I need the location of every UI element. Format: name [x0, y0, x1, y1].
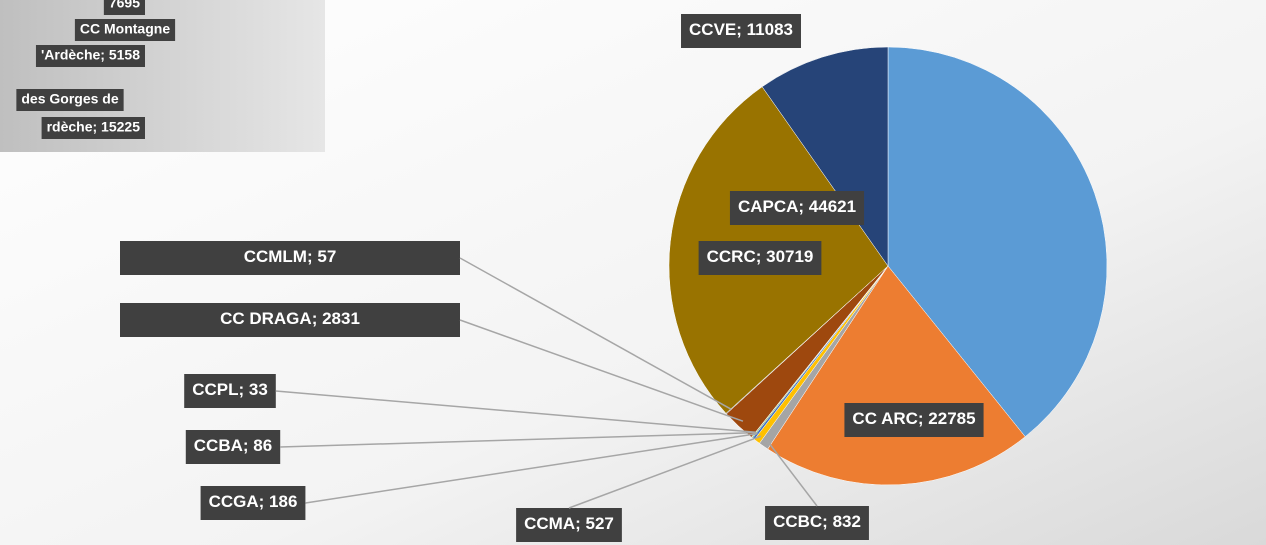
label-separator: ;: [736, 20, 746, 39]
label-value: 86: [253, 436, 272, 455]
label-name: CCMLM: [244, 247, 307, 266]
data-label-box: [120, 303, 460, 337]
data-label-text: CAPCA; 44621: [738, 197, 856, 216]
data-label: CAPCA; 44621: [729, 191, 865, 225]
data-label: CCRC; 30719: [698, 241, 822, 275]
data-label-box: [185, 430, 281, 464]
data-label-text: CCMLM; 57: [244, 247, 337, 266]
label-value: 186: [269, 492, 297, 511]
label-separator: ;: [756, 247, 766, 266]
inset-label: 'Ardèche; 5158: [41, 47, 140, 63]
data-label: CCMA; 527: [516, 508, 622, 542]
data-label: CCPL; 33: [184, 374, 276, 408]
data-label: CCMLM; 57: [120, 241, 460, 275]
data-label: CC ARC; 22785: [844, 403, 984, 437]
label-name: CC DRAGA: [220, 309, 312, 328]
inset-label-box: [74, 19, 176, 41]
label-value: 832: [833, 512, 861, 531]
data-label-box: [729, 191, 865, 225]
labels: CAPCA; 44621 CC ARC; 22785 CCBC; 832 CCMA; …: [120, 14, 984, 542]
data-label-text: CCPL; 33: [192, 380, 268, 399]
label-name: CCBC: [773, 512, 822, 531]
data-label-text: CCBA; 86: [194, 436, 272, 455]
label-value: 30719: [766, 247, 813, 266]
data-label-text: CC ARC; 22785: [852, 409, 975, 428]
label-value: 57: [317, 247, 336, 266]
label-value: 11083: [747, 20, 793, 39]
data-label-text: CCBC; 832: [773, 512, 861, 531]
inset-label-box: [41, 117, 145, 139]
pie-slice: [887, 46, 1108, 438]
label-name: CCGA: [209, 492, 259, 511]
data-label-box: [120, 241, 460, 275]
inset-label: 7695: [109, 0, 140, 11]
label-separator: ;: [243, 436, 253, 455]
inset-label-box: [103, 0, 145, 15]
data-label-box: [516, 508, 622, 542]
data-label-box: [184, 374, 276, 408]
data-label: CCGA; 186: [200, 486, 306, 520]
label-separator: ;: [238, 380, 248, 399]
label-name: CAPCA: [738, 197, 798, 216]
data-label: CC DRAGA; 2831: [120, 303, 460, 337]
leader-line: [568, 435, 762, 509]
label-separator: ;: [312, 309, 322, 328]
data-label-box: [698, 241, 822, 275]
label-value: 33: [249, 380, 268, 399]
label-separator: ;: [918, 409, 928, 428]
data-label: CCBC; 832: [765, 506, 869, 540]
label-value: 44621: [809, 197, 856, 216]
label-separator: ;: [575, 514, 585, 533]
label-value: 22785: [928, 409, 975, 428]
label-name: CC ARC: [852, 409, 917, 428]
label-name: CCMA: [524, 514, 575, 533]
label-value: 2831: [322, 309, 360, 328]
inset-label: CC Montagne: [80, 21, 170, 37]
data-label-box: [681, 14, 801, 48]
label-separator: ;: [307, 247, 317, 266]
data-label: CCBA; 86: [185, 430, 281, 464]
data-label-text: CCGA; 186: [209, 492, 298, 511]
label-separator: ;: [798, 197, 808, 216]
label-value: 527: [586, 514, 614, 533]
leader-line: [459, 257, 732, 410]
data-label-box: [200, 486, 306, 520]
data-label-text: CC DRAGA; 2831: [220, 309, 360, 328]
leader-line: [305, 432, 758, 504]
inset-label-box: [35, 45, 145, 67]
label-name: CCVE: [689, 20, 736, 39]
inset-label: des Gorges de: [21, 91, 118, 107]
label-name: CCPL: [192, 380, 238, 399]
data-label-text: CCMA; 527: [524, 514, 614, 533]
leader-line: [766, 440, 818, 507]
data-label-text: CCVE; 11083: [689, 20, 793, 39]
leader-line: [280, 431, 757, 448]
data-label: CCVE; 11083: [681, 14, 801, 48]
data-label-text: CCRC; 30719: [707, 247, 814, 266]
leader-line: [275, 390, 756, 433]
data-label-box: [844, 403, 984, 437]
inset-chart: 7695 CC Montagne 'Ardèche; 5158 des Gorges …: [0, 0, 325, 152]
label-separator: ;: [822, 512, 832, 531]
label-name: CCBA: [194, 436, 243, 455]
label-separator: ;: [259, 492, 269, 511]
label-name: CCRC: [707, 247, 756, 266]
inset-label-box: [16, 89, 124, 111]
leader-line: [459, 319, 744, 422]
data-label-box: [765, 506, 869, 540]
inset-label: rdèche; 15225: [47, 119, 141, 135]
